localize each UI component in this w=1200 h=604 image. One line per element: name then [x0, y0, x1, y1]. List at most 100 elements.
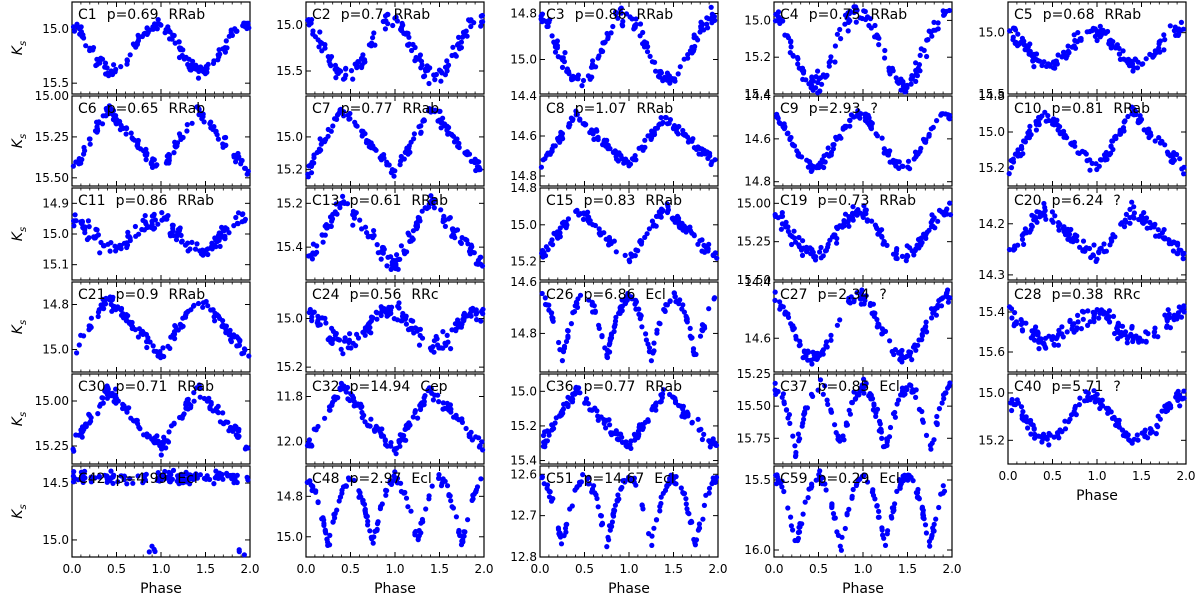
data-point [442, 72, 448, 78]
data-point [565, 327, 571, 334]
data-point [409, 47, 415, 54]
data-point [827, 237, 833, 243]
data-point [1167, 325, 1173, 331]
data-point [913, 347, 919, 353]
data-point [1027, 123, 1033, 129]
data-point [235, 343, 241, 349]
data-point [157, 349, 163, 355]
data-point [602, 345, 608, 351]
data-point [1071, 329, 1077, 335]
data-point [398, 158, 404, 164]
data-point [676, 224, 683, 230]
data-point [574, 207, 580, 213]
data-point [210, 60, 217, 66]
data-point [831, 142, 837, 148]
data-point [444, 127, 450, 133]
data-point [846, 19, 852, 25]
data-point [125, 233, 131, 239]
data-point [1034, 219, 1040, 225]
data-point [834, 235, 840, 242]
star-id: C15 [546, 193, 574, 209]
y-axis-label-main: K [10, 44, 26, 55]
data-point [1108, 143, 1114, 150]
data-point [809, 361, 815, 367]
data-point [800, 238, 806, 244]
data-point [671, 394, 677, 400]
data-point [877, 229, 883, 235]
data-point [456, 34, 462, 41]
data-point [857, 115, 863, 121]
data-point [1143, 56, 1149, 62]
class-label: RRc [411, 287, 438, 303]
data-point [359, 415, 365, 421]
y-tick-label: 14.6 [744, 132, 771, 146]
data-point [467, 310, 473, 316]
data-point [113, 400, 119, 406]
data-point [440, 400, 446, 406]
data-point [1108, 150, 1114, 156]
y-tick-label: 14.8 [510, 169, 537, 183]
data-point [658, 68, 664, 75]
data-point [931, 19, 937, 25]
data-point [635, 248, 641, 254]
data-point [370, 35, 376, 41]
period-label: p=0.81 [1052, 101, 1104, 117]
data-point [1008, 165, 1015, 171]
data-point [451, 139, 458, 145]
data-point [378, 256, 384, 262]
data-point [135, 32, 141, 38]
data-point [650, 350, 656, 356]
data-point [1117, 131, 1123, 137]
data-point [1120, 125, 1127, 131]
data-point [1164, 324, 1170, 330]
panel-label: C28 p=0.38 RRc [1014, 287, 1141, 303]
data-point [627, 14, 633, 20]
data-point [633, 16, 639, 22]
data-point [80, 428, 86, 434]
data-point [479, 439, 485, 445]
class-label: RRab [177, 193, 214, 209]
y-tick-label: 15.2 [276, 163, 303, 177]
data-point [134, 143, 140, 149]
data-point [415, 214, 421, 221]
data-point [125, 229, 131, 235]
data-point [316, 315, 322, 321]
data-point [467, 246, 473, 252]
data-point [354, 402, 360, 408]
data-point [681, 223, 687, 229]
y-tick-label: 15.2 [744, 50, 771, 64]
data-point [651, 340, 657, 346]
data-point [803, 244, 810, 250]
data-point [552, 49, 559, 55]
star-id: C21 [78, 287, 106, 303]
data-point [215, 52, 221, 58]
data-point [76, 342, 82, 348]
data-point [1075, 319, 1081, 325]
data-point [84, 236, 90, 243]
data-point [708, 4, 714, 10]
data-point [827, 58, 834, 64]
y-axis-label-sub: s [18, 227, 29, 232]
data-point [846, 407, 852, 413]
data-point [847, 123, 853, 129]
data-point [879, 234, 885, 240]
data-point [123, 125, 129, 131]
data-point [170, 232, 177, 239]
data-point [352, 119, 358, 125]
data-point [1011, 323, 1017, 329]
data-point [310, 31, 316, 37]
y-tick-label: 15.0 [978, 26, 1005, 40]
data-point [309, 318, 315, 324]
data-point [930, 124, 936, 130]
data-point [1138, 213, 1144, 219]
data-point [699, 436, 706, 443]
data-point [350, 212, 356, 218]
y-tick-label: 15.00 [35, 394, 69, 408]
data-point [855, 207, 861, 213]
y-tick-label: 15.2 [978, 161, 1005, 175]
data-point [904, 82, 910, 88]
data-point [1056, 327, 1062, 333]
data-point [908, 76, 914, 82]
data-point [309, 17, 315, 23]
data-point [350, 76, 356, 82]
